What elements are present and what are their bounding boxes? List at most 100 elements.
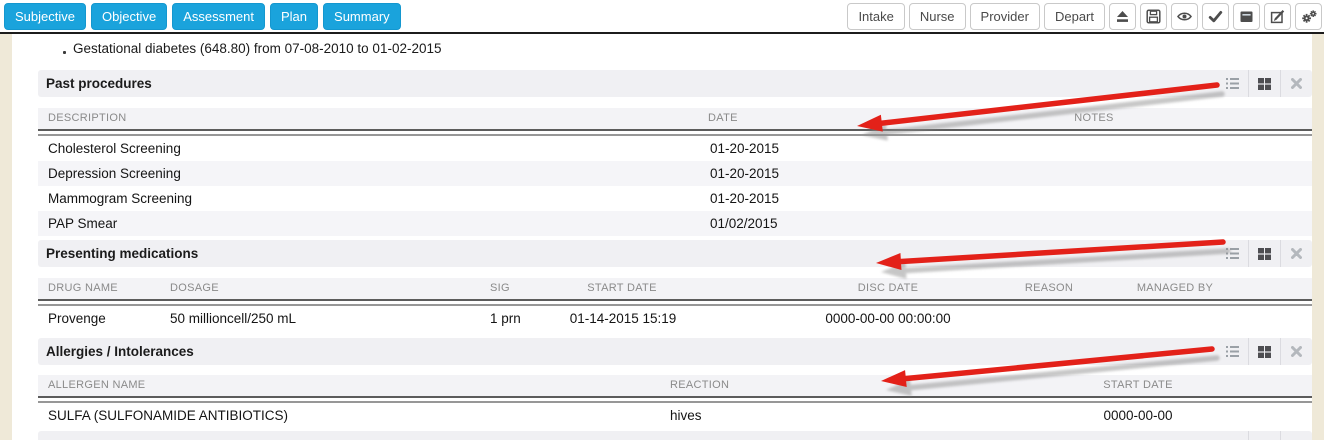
cell-description: Depression Screening xyxy=(48,166,181,181)
toolbar-right-group: Intake Nurse Provider Depart xyxy=(847,2,1322,30)
divider xyxy=(1248,70,1249,97)
problem-note-text: Gestational diabetes (648.80) from 07-08… xyxy=(73,41,442,56)
col-start-date: START DATE xyxy=(1103,379,1173,391)
eject-icon xyxy=(1115,9,1130,24)
grid-view-icon[interactable] xyxy=(1249,431,1280,440)
archive-icon xyxy=(1239,9,1254,24)
save-button[interactable] xyxy=(1140,2,1167,30)
grid-view-icon[interactable] xyxy=(1249,240,1280,267)
list-view-icon[interactable] xyxy=(1217,431,1248,440)
tab-subjective[interactable]: Subjective xyxy=(4,2,86,30)
sign-button[interactable] xyxy=(1202,2,1229,30)
cell-dosage: 50 millioncell/250 mL xyxy=(170,311,297,326)
note-tabs: Subjective Objective Assessment Plan Sum… xyxy=(4,2,401,30)
col-allergen-name: ALLERGEN NAME xyxy=(48,379,146,391)
col-reason: REASON xyxy=(1024,282,1074,294)
tab-summary[interactable]: Summary xyxy=(323,2,401,30)
view-controls xyxy=(1217,338,1312,365)
col-reaction: REACTION xyxy=(670,379,730,391)
edit-icon xyxy=(1270,9,1285,24)
table-row: PAP Smear 01/02/2015 xyxy=(38,211,1312,236)
provider-button[interactable]: Provider xyxy=(969,2,1040,30)
header-rule xyxy=(38,129,1312,136)
cell-disc-date: 0000-00-00 00:00:00 xyxy=(825,311,951,326)
eye-icon xyxy=(1177,9,1192,24)
tab-plan[interactable]: Plan xyxy=(270,2,319,30)
view-button[interactable] xyxy=(1171,2,1198,30)
nurse-button[interactable]: Nurse xyxy=(908,2,966,30)
cell-date: 01-20-2015 xyxy=(710,166,780,181)
grid-view-icon[interactable] xyxy=(1249,70,1280,97)
close-icon[interactable] xyxy=(1281,240,1312,267)
view-controls xyxy=(1217,240,1312,267)
cell-description: Mammogram Screening xyxy=(48,191,193,206)
close-icon[interactable] xyxy=(1281,70,1312,97)
header-rule xyxy=(38,396,1312,403)
table-row: Depression Screening 01-20-2015 xyxy=(38,161,1312,186)
close-icon[interactable] xyxy=(1281,338,1312,365)
cell-start-date: 0000-00-00 xyxy=(1103,408,1173,423)
col-managed-by: MANAGED BY xyxy=(1136,282,1214,294)
cell-reaction: hives xyxy=(670,408,702,423)
save-icon xyxy=(1146,8,1161,24)
content-panel: Gestational diabetes (648.80) from 07-08… xyxy=(12,34,1312,440)
divider xyxy=(1280,431,1281,440)
divider xyxy=(1280,240,1281,267)
cell-sig: 1 prn xyxy=(490,311,521,326)
cell-allergen-name: SULFA (SULFONAMIDE ANTIBIOTICS) xyxy=(48,408,289,423)
settings-button[interactable] xyxy=(1295,2,1322,30)
col-description: DESCRIPTION xyxy=(48,112,127,124)
section-title: Past procedures xyxy=(46,76,152,91)
table-row: Mammogram Screening 01-20-2015 xyxy=(38,186,1312,211)
next-section-header-bar xyxy=(38,431,1312,440)
section-title: Allergies / Intolerances xyxy=(46,344,194,359)
col-notes: NOTES xyxy=(1074,112,1114,124)
divider xyxy=(1248,431,1249,440)
archive-button[interactable] xyxy=(1233,2,1260,30)
cell-drug-name: Provenge xyxy=(48,311,106,326)
allergies-table-header: ALLERGEN NAME REACTION START DATE xyxy=(38,375,1312,396)
divider xyxy=(1280,338,1281,365)
cell-date: 01-20-2015 xyxy=(710,191,780,206)
cell-date: 01/02/2015 xyxy=(710,216,778,231)
table-row: Provenge 50 millioncell/250 mL 1 prn 01-… xyxy=(38,306,1312,331)
table-row: SULFA (SULFONAMIDE ANTIBIOTICS) hives 00… xyxy=(38,403,1312,428)
tab-assessment[interactable]: Assessment xyxy=(172,2,265,30)
cell-description: PAP Smear xyxy=(48,216,118,231)
divider xyxy=(1248,240,1249,267)
past-procedures-header-bar: Past procedures xyxy=(38,70,1312,97)
edit-note-button[interactable] xyxy=(1264,2,1291,30)
top-toolbar: Subjective Objective Assessment Plan Sum… xyxy=(0,0,1324,34)
eject-button[interactable] xyxy=(1109,2,1136,30)
presenting-medications-header-bar: Presenting medications xyxy=(38,240,1312,267)
col-start-date: START DATE xyxy=(587,282,657,294)
list-view-icon[interactable] xyxy=(1217,70,1248,97)
divider xyxy=(1280,70,1281,97)
col-drug-name: DRUG NAME xyxy=(48,282,118,294)
medications-table-header: DRUG NAME DOSAGE SIG START DATE DISC DAT… xyxy=(38,278,1312,299)
grid-view-icon[interactable] xyxy=(1249,338,1280,365)
table-row: Cholesterol Screening 01-20-2015 xyxy=(38,136,1312,161)
header-rule xyxy=(38,299,1312,306)
bullet-dot xyxy=(63,51,66,54)
close-icon[interactable] xyxy=(1281,431,1312,440)
allergies-header-bar: Allergies / Intolerances xyxy=(38,338,1312,365)
col-date: DATE xyxy=(708,112,738,124)
col-dosage: DOSAGE xyxy=(170,282,219,294)
list-view-icon[interactable] xyxy=(1217,338,1248,365)
cell-description: Cholesterol Screening xyxy=(48,141,181,156)
cell-start-date: 01-14-2015 15:19 xyxy=(569,311,677,326)
tab-objective[interactable]: Objective xyxy=(90,2,168,30)
cell-date: 01-20-2015 xyxy=(710,141,780,156)
past-procedures-table-header: DESCRIPTION DATE NOTES xyxy=(38,108,1312,129)
col-disc-date: DISC DATE xyxy=(857,282,919,294)
gears-icon xyxy=(1301,9,1317,24)
depart-button[interactable]: Depart xyxy=(1043,2,1105,30)
col-sig: SIG xyxy=(490,282,510,294)
view-controls xyxy=(1217,431,1312,440)
section-title: Presenting medications xyxy=(46,246,199,261)
divider xyxy=(1248,338,1249,365)
check-icon xyxy=(1208,9,1223,24)
intake-button[interactable]: Intake xyxy=(847,2,905,30)
list-view-icon[interactable] xyxy=(1217,240,1248,267)
